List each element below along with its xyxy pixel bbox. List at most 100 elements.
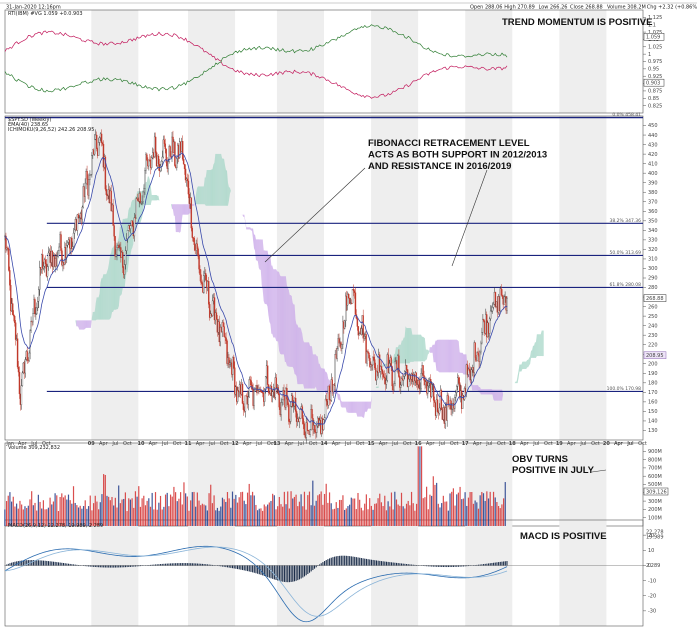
macd-histogram-bar: [260, 565, 262, 575]
ichimoku-cloud-segment: [89, 320, 91, 328]
obv-pointer-line: [591, 469, 607, 473]
candle-body: [407, 378, 410, 387]
x-month-label: Oct: [591, 441, 600, 447]
volume-bar: [56, 495, 58, 526]
macd-histogram-bar: [238, 565, 240, 570]
ichimoku-cloud-segment: [312, 354, 314, 389]
shaded-band-vol: [559, 443, 607, 526]
macd-histogram-bar: [380, 561, 383, 566]
volume-bar: [41, 508, 43, 526]
macd-histogram-bar: [369, 559, 371, 566]
volume-bar: [349, 504, 351, 526]
volume-bar: [452, 488, 454, 526]
volume-bar: [126, 511, 128, 526]
ichimoku-cloud-segment: [228, 187, 230, 201]
volume-bar: [118, 485, 120, 526]
ichimoku-cloud-segment: [539, 334, 541, 357]
volume-bar: [169, 494, 172, 526]
ichimoku-cloud-segment: [223, 158, 225, 206]
candle-body: [91, 155, 93, 175]
macd-histogram-bar: [114, 565, 116, 568]
volume-bar: [310, 505, 312, 526]
candle-body: [338, 338, 340, 344]
macd-histogram-bar: [466, 565, 468, 567]
macd-histogram-bar: [424, 565, 426, 567]
macd-histogram-bar: [315, 565, 317, 568]
momentum-tick-label: 1.1: [648, 22, 656, 28]
volume-bar: [387, 501, 389, 526]
volume-bar: [394, 491, 396, 526]
macd-histogram-bar: [56, 562, 58, 566]
ichimoku-cloud-segment: [220, 153, 222, 206]
candle-body: [101, 142, 104, 145]
ichimoku-cloud-segment: [94, 303, 96, 321]
volume-bar: [195, 506, 197, 526]
candle-body: [322, 419, 325, 430]
candle-body: [110, 190, 112, 212]
ichimoku-cloud-segment: [106, 271, 108, 320]
candle-body: [213, 297, 216, 321]
candle-body: [197, 248, 199, 257]
macd-histogram-bar: [26, 560, 28, 566]
macd-histogram-bar: [42, 560, 44, 566]
volume-bar: [469, 492, 471, 526]
volume-bar: [347, 506, 349, 526]
ichimoku-cloud-segment: [309, 342, 311, 389]
volume-bar: [414, 510, 416, 526]
macd-histogram-bar: [86, 565, 88, 567]
volume-bar: [52, 501, 55, 526]
ichimoku-cloud-segment: [354, 401, 356, 413]
x-month-label: Jul: [438, 441, 445, 447]
x-year-label: 10: [137, 441, 144, 447]
macd-tick-label: -30: [648, 609, 656, 615]
ichimoku-cloud-segment: [379, 377, 381, 380]
volume-bar: [71, 503, 73, 526]
macd-histogram-bar: [262, 565, 264, 576]
candle-body: [245, 395, 248, 397]
macd-histogram-bar: [267, 565, 269, 578]
candle-body: [114, 236, 116, 257]
ichimoku-cloud-segment: [537, 334, 539, 357]
ichimoku-cloud-segment: [343, 401, 345, 408]
candle-body: [488, 318, 491, 334]
x-year-label: 14: [321, 441, 328, 447]
volume-bar: [134, 491, 137, 526]
price-tick-label: 290: [648, 276, 658, 282]
candle-body: [380, 366, 383, 370]
candle-body: [38, 289, 40, 302]
candle-body: [12, 303, 14, 315]
ichimoku-cloud-segment: [415, 334, 417, 362]
volume-bar: [64, 495, 66, 526]
ichimoku-cloud-segment: [409, 328, 411, 364]
volume-bar: [153, 509, 155, 526]
volume-bar: [364, 503, 366, 526]
ichimoku-cloud-segment: [269, 255, 271, 324]
candle-body: [440, 390, 443, 410]
ichimoku-cloud-segment: [414, 334, 416, 362]
volume-bar: [69, 500, 71, 526]
volume-bar: [17, 508, 19, 526]
candle-body: [468, 368, 471, 371]
ichimoku-cloud-segment: [307, 342, 309, 389]
macd-histogram-bar: [506, 561, 508, 566]
header-quote-1: High 270.89: [504, 5, 535, 11]
ichimoku-cloud-segment: [176, 204, 178, 233]
volume-bar: [359, 499, 361, 526]
ichimoku-cloud-segment: [236, 205, 238, 210]
volume-bar: [277, 506, 279, 526]
macd-histogram-bar: [287, 565, 289, 583]
candle-body: [275, 377, 277, 389]
ichimoku-cloud-segment: [243, 214, 245, 217]
ichimoku-cloud-segment: [364, 401, 366, 418]
ichimoku-cloud-segment: [56, 314, 58, 321]
x-month-label: Oct: [173, 441, 182, 447]
volume-bar: [472, 503, 475, 526]
macd-histogram-bar: [308, 565, 311, 573]
ichimoku-cloud-segment: [82, 320, 84, 330]
macd-histogram-bar: [479, 564, 481, 566]
volume-bar: [121, 499, 123, 526]
volume-bar: [262, 510, 264, 526]
fib-annotation-1: ACTS AS BOTH SUPPORT IN 2012/2013: [368, 150, 547, 161]
ichimoku-cloud-segment: [337, 393, 339, 400]
ichimoku-cloud-segment: [277, 271, 279, 342]
